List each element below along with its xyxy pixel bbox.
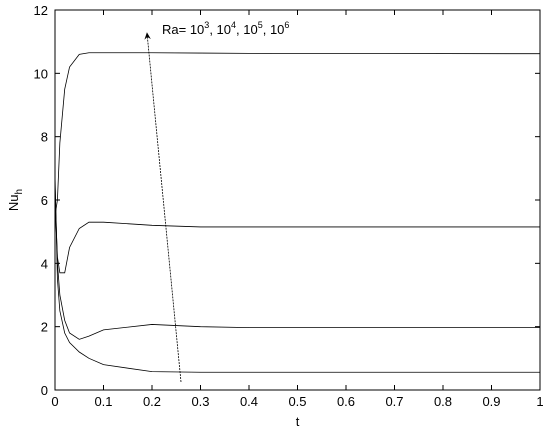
annotation-text: , 10: [263, 22, 285, 37]
data-line: [54, 174, 540, 373]
y-tick-label: 6: [41, 193, 48, 208]
x-tick-label: 0.3: [191, 394, 209, 409]
y-axis-label-sub: h: [14, 189, 25, 195]
annotation-arrow: [144, 32, 182, 383]
annotation-text: , 10: [209, 22, 231, 37]
annotation-text: Ra= 10: [162, 22, 204, 37]
x-tick-label: 0.9: [482, 394, 500, 409]
y-axis-label: Nuh: [6, 189, 25, 211]
y-tick-label: 12: [34, 3, 48, 18]
x-tick-label: 0.2: [143, 394, 161, 409]
x-tick-label: 0.8: [434, 394, 452, 409]
annotation-superscript: 4: [231, 20, 236, 30]
x-tick-label: 0.5: [288, 394, 306, 409]
x-tick-label: 0.4: [240, 394, 258, 409]
y-tick-label: 8: [41, 130, 48, 145]
x-tick-label: 0.6: [337, 394, 355, 409]
data-line: [54, 52, 541, 216]
y-tick-label: 10: [34, 66, 48, 81]
x-tick-label: 0.7: [385, 394, 403, 409]
data-line: [54, 199, 540, 274]
data-line: [54, 184, 540, 340]
y-tick-label: 4: [41, 256, 48, 271]
y-tick-label: 0: [41, 383, 48, 398]
annotation-superscript: 5: [258, 20, 263, 30]
x-axis-label: t: [296, 414, 300, 429]
x-tick-label: 0.1: [94, 394, 112, 409]
annotation-superscript: 6: [284, 20, 289, 30]
y-tick-label: 2: [41, 320, 48, 335]
y-axis-label-text: Nu: [6, 194, 21, 211]
x-tick-label: 1: [536, 394, 543, 409]
annotation-text: , 10: [236, 22, 258, 37]
annotation-superscript: 3: [204, 20, 209, 30]
annotation: Ra= 103, 104, 105, 106: [162, 20, 289, 37]
x-tick-label: 0: [51, 394, 58, 409]
plot-frame: [54, 9, 541, 391]
